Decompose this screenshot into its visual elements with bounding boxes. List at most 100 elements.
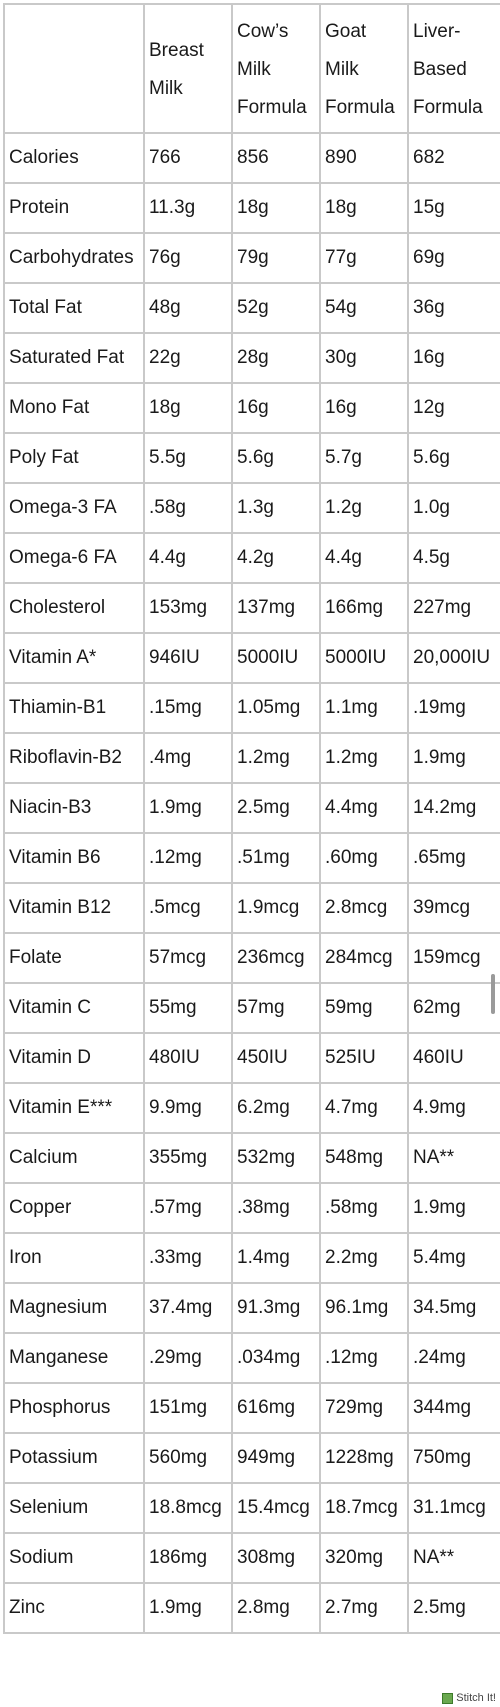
nutrient-value: 1.9mg [143, 1582, 233, 1634]
nutrient-value: 76g [143, 232, 233, 284]
nutrient-label: Vitamin E*** [3, 1082, 145, 1134]
nutrient-value: 525IU [319, 1032, 409, 1084]
nutrient-value: 22g [143, 332, 233, 384]
nutrient-label: Phosphorus [3, 1382, 145, 1434]
nutrient-label: Calcium [3, 1132, 145, 1184]
nutrient-value: 2.8mcg [319, 882, 409, 934]
nutrient-value: 18.7mcg [319, 1482, 409, 1534]
nutrient-label: Zinc [3, 1582, 145, 1634]
nutrient-label: Riboflavin-B2 [3, 732, 145, 784]
header-cows-milk-formula: Cow’s Milk Formula [231, 3, 321, 134]
nutrient-value: 5.7g [319, 432, 409, 484]
nutrient-value: 39mcg [407, 882, 500, 934]
nutrient-value: 1.3g [231, 482, 321, 534]
nutrient-value: 1228mg [319, 1432, 409, 1484]
nutrient-label: Copper [3, 1182, 145, 1234]
nutrient-value: 1.1mg [319, 682, 409, 734]
nutrient-value: 5000IU [231, 632, 321, 684]
nutrient-label: Carbohydrates [3, 232, 145, 284]
nutrient-value: 5.6g [231, 432, 321, 484]
nutrient-value: NA** [407, 1132, 500, 1184]
stitch-it-badge[interactable]: Stitch It! [440, 1691, 498, 1705]
table-row: Phosphorus 151mg 616mg 729mg 344mg [3, 1382, 500, 1434]
nutrient-label: Folate [3, 932, 145, 984]
table-row: Cholesterol 153mg 137mg 166mg 227mg [3, 582, 500, 634]
nutrient-label: Cholesterol [3, 582, 145, 634]
nutrient-value: 460IU [407, 1032, 500, 1084]
nutrient-value: 14.2mg [407, 782, 500, 834]
nutrient-value: 890 [319, 132, 409, 184]
nutrient-value: 682 [407, 132, 500, 184]
nutrient-value: 355mg [143, 1132, 233, 1184]
nutrient-value: 320mg [319, 1532, 409, 1584]
nutrient-value: 616mg [231, 1382, 321, 1434]
nutrient-value: 79g [231, 232, 321, 284]
nutrient-value: 227mg [407, 582, 500, 634]
nutrient-value: 96.1mg [319, 1282, 409, 1334]
nutrient-value: 16g [319, 382, 409, 434]
nutrient-value: 15.4mcg [231, 1482, 321, 1534]
nutrient-value: 236mcg [231, 932, 321, 984]
nutrient-value: 59mg [319, 982, 409, 1034]
nutrient-value: 480IU [143, 1032, 233, 1084]
header-liver-based-formula: Liver-Based Formula [407, 3, 500, 134]
header-goat-milk-formula: Goat Milk Formula [319, 3, 409, 134]
nutrient-value: 949mg [231, 1432, 321, 1484]
table-row: Calories 766 856 890 682 [3, 132, 500, 184]
table-row: Thiamin-B1.15mg 1.05mg 1.1mg .19mg [3, 682, 500, 734]
table-row: Magnesium 37.4mg 91.3mg 96.1mg 34.5mg [3, 1282, 500, 1334]
nutrient-value: 18g [319, 182, 409, 234]
nutrient-value: 62mg [407, 982, 500, 1034]
nutrient-value: 54g [319, 282, 409, 334]
table-row: Protein 11.3g 18g 18g 15g [3, 182, 500, 234]
nutrient-value: 137mg [231, 582, 321, 634]
nutrient-value: 15g [407, 182, 500, 234]
nutrient-value: 344mg [407, 1382, 500, 1434]
nutrient-value: 750mg [407, 1432, 500, 1484]
scrollbar-thumb[interactable] [491, 974, 495, 1014]
table-row: Folate 57mcg 236mcg 284mcg 159mcg [3, 932, 500, 984]
nutrient-label: Vitamin B6 [3, 832, 145, 884]
nutrient-value: 18g [231, 182, 321, 234]
nutrient-value: 946IU [143, 632, 233, 684]
nutrient-value: 28g [231, 332, 321, 384]
nutrient-label: Vitamin C [3, 982, 145, 1034]
nutrient-value: 4.4g [143, 532, 233, 584]
nutrient-label: Vitamin D [3, 1032, 145, 1084]
nutrient-value: 16g [407, 332, 500, 384]
nutrient-value: 31.1mcg [407, 1482, 500, 1534]
nutrient-value: .034mg [231, 1332, 321, 1384]
table-row: Vitamin B6.12mg .51mg .60mg .65mg [3, 832, 500, 884]
nutrient-value: 1.2g [319, 482, 409, 534]
nutrient-value: 11.3g [143, 182, 233, 234]
nutrient-value: .24mg [407, 1332, 500, 1384]
table-row: Vitamin B12.5mcg 1.9mcg 2.8mcg 39mcg [3, 882, 500, 934]
nutrient-value: 2.2mg [319, 1232, 409, 1284]
nutrient-value: 766 [143, 132, 233, 184]
nutrient-label: Mono Fat [3, 382, 145, 434]
table-row: Selenium 18.8mcg 15.4mcg 18.7mcg 31.1mcg [3, 1482, 500, 1534]
nutrient-value: 1.9mcg [231, 882, 321, 934]
nutrient-value: 4.9mg [407, 1082, 500, 1134]
nutrient-value: 4.2g [231, 532, 321, 584]
nutrient-value: 153mg [143, 582, 233, 634]
nutrient-label: Saturated Fat [3, 332, 145, 384]
nutrient-value: .15mg [143, 682, 233, 734]
nutrient-label: Iron [3, 1232, 145, 1284]
nutrient-value: 69g [407, 232, 500, 284]
nutrient-value: .29mg [143, 1332, 233, 1384]
nutrient-value: 1.9mg [407, 732, 500, 784]
nutrient-value: 52g [231, 282, 321, 334]
table-row: Poly Fat 5.5g 5.6g 5.7g 5.6g [3, 432, 500, 484]
nutrient-value: .60mg [319, 832, 409, 884]
table-row: Vitamin A* 946IU 5000IU 5000IU 20,000IU [3, 632, 500, 684]
table-row: Omega-3 FA .58g 1.3g 1.2g 1.0g [3, 482, 500, 534]
nutrient-value: 1.2mg [319, 732, 409, 784]
nutrient-label: Total Fat [3, 282, 145, 334]
nutrient-value: 57mcg [143, 932, 233, 984]
nutrient-label: Selenium [3, 1482, 145, 1534]
header-breast-milk: Breast Milk [143, 3, 233, 134]
stitch-icon [442, 1692, 454, 1704]
nutrient-value: 6.2mg [231, 1082, 321, 1134]
table-row: Potassium 560mg 949mg 1228mg 750mg [3, 1432, 500, 1484]
